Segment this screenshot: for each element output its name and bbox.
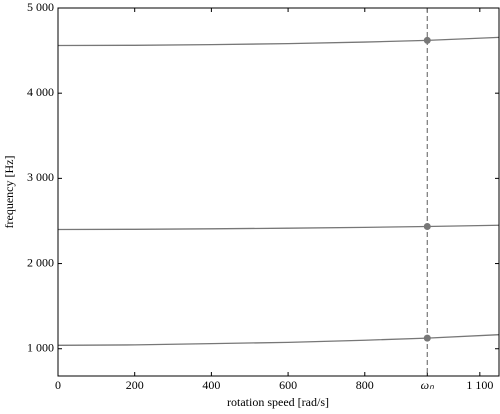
line-series [57,334,500,346]
marker [423,36,431,44]
line-series [57,224,500,231]
x-tick-label: ωₙ [421,378,434,392]
x-tick-label: 800 [356,378,374,392]
x-tick-label: 600 [279,378,297,392]
x-tick-label: 200 [126,378,144,392]
plot-frame [57,7,500,377]
y-tick-label: 3 000 [27,170,54,184]
x-tick-label: 400 [202,378,220,392]
y-axis-label: frequency [Hz] [2,156,16,229]
marker [423,334,431,342]
marker [423,223,431,230]
x-tick-label: 0 [55,378,61,392]
y-tick-label: 2 000 [27,255,54,269]
y-tick-label: 5 000 [27,0,54,14]
x-axis-label: rotation speed [rad/s] [227,395,329,409]
y-tick-label: 1 000 [27,340,54,354]
line-series [57,36,500,47]
y-tick-label: 4 000 [27,85,54,99]
x-tick-label: 1 100 [466,378,493,392]
